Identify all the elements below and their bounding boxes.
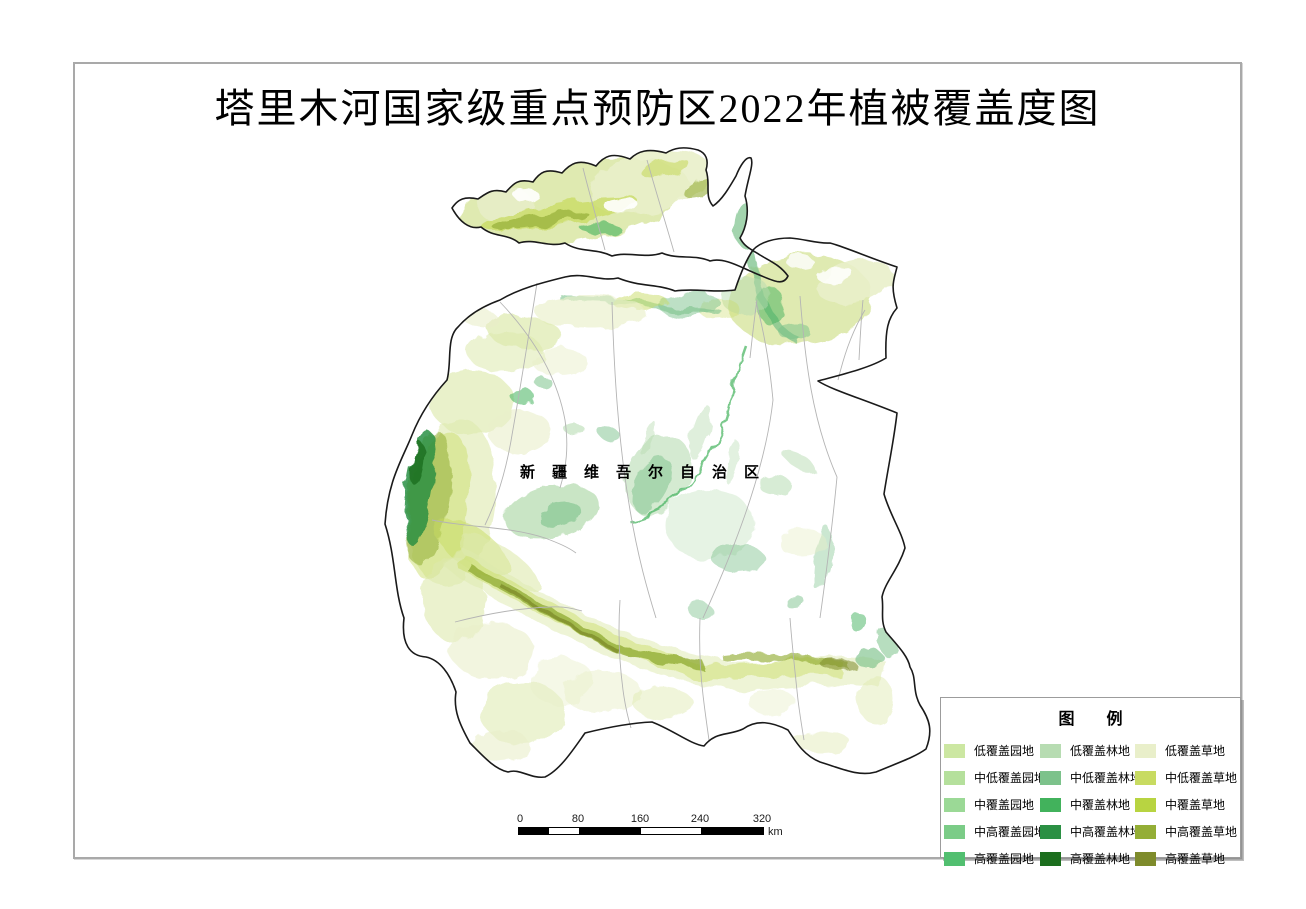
legend-swatch bbox=[944, 824, 965, 839]
legend-swatch bbox=[1040, 743, 1061, 758]
legend-swatch bbox=[1135, 824, 1156, 839]
legend-label: 高覆盖草地 bbox=[1165, 852, 1226, 866]
scale-tick: 80 bbox=[571, 813, 585, 825]
legend-label: 低覆盖园地 bbox=[974, 744, 1035, 758]
legend-label: 低覆盖林地 bbox=[1070, 744, 1131, 758]
legend-grid: 低覆盖园地 中低覆盖园地 中覆盖园地 中高覆盖园地 高覆盖园地 低覆盖林地 bbox=[944, 737, 1240, 872]
scale-tick: 160 bbox=[630, 813, 650, 825]
scale-segment bbox=[641, 828, 701, 834]
legend-label: 中覆盖园地 bbox=[974, 798, 1035, 812]
scale-bar: 0 80 160 240 320 km bbox=[516, 813, 788, 843]
scale-unit: km bbox=[768, 826, 783, 838]
legend-item: 低覆盖林地 bbox=[1040, 737, 1135, 764]
scale-segment bbox=[579, 828, 641, 834]
scale-segment bbox=[519, 828, 549, 834]
legend-label: 低覆盖草地 bbox=[1165, 744, 1226, 758]
legend-swatch bbox=[944, 743, 965, 758]
legend-label: 中低覆盖园地 bbox=[974, 771, 1047, 785]
legend-label: 中高覆盖草地 bbox=[1165, 825, 1238, 839]
county-boundaries bbox=[431, 159, 866, 741]
legend-item: 中覆盖林地 bbox=[1040, 791, 1135, 818]
legend-item: 中高覆盖园地 bbox=[944, 818, 1046, 845]
legend-item: 高覆盖草地 bbox=[1135, 845, 1239, 872]
legend-item: 低覆盖园地 bbox=[944, 737, 1040, 764]
legend-swatch bbox=[1040, 824, 1061, 839]
region-label: 新疆维吾尔自治区 bbox=[520, 463, 776, 481]
legend-item: 中低覆盖草地 bbox=[1135, 764, 1239, 791]
legend-item: 中低覆盖林地 bbox=[1040, 764, 1142, 791]
legend-item: 高覆盖园地 bbox=[944, 845, 1040, 872]
scale-tick: 240 bbox=[690, 813, 710, 825]
vegetation-layer-main bbox=[403, 239, 898, 762]
legend-label: 中高覆盖园地 bbox=[974, 825, 1047, 839]
legend-label: 中覆盖草地 bbox=[1165, 798, 1226, 812]
legend-swatch bbox=[1135, 743, 1156, 758]
legend-box: 图 例 低覆盖园地 中低覆盖园地 中覆盖园地 中高覆盖园地 高覆盖园地 bbox=[940, 697, 1241, 866]
legend-label: 中高覆盖林地 bbox=[1070, 825, 1143, 839]
legend-label: 中低覆盖草地 bbox=[1165, 771, 1238, 785]
legend-item: 中高覆盖林地 bbox=[1040, 818, 1142, 845]
scale-segment bbox=[701, 828, 763, 834]
legend-label: 高覆盖园地 bbox=[974, 852, 1035, 866]
legend-title: 图 例 bbox=[1058, 711, 1137, 728]
legend-label: 中覆盖林地 bbox=[1070, 798, 1131, 812]
scale-tick: 320 bbox=[752, 813, 772, 825]
legend-label: 高覆盖林地 bbox=[1070, 852, 1131, 866]
legend-item: 中低覆盖园地 bbox=[944, 764, 1046, 791]
map-title: 塔里木河国家级重点预防区2022年植被覆盖度图 bbox=[214, 86, 1101, 131]
legend-swatch bbox=[944, 770, 965, 785]
legend-swatch bbox=[944, 797, 965, 812]
legend-item: 高覆盖林地 bbox=[1040, 845, 1135, 872]
legend-item: 低覆盖草地 bbox=[1135, 737, 1239, 764]
legend-swatch bbox=[1040, 797, 1061, 812]
legend-item: 中覆盖园地 bbox=[944, 791, 1040, 818]
scale-segment bbox=[549, 828, 579, 834]
legend-item: 中高覆盖草地 bbox=[1135, 818, 1239, 845]
legend-swatch bbox=[1135, 797, 1156, 812]
legend-swatch bbox=[1040, 851, 1061, 866]
scale-tick: 0 bbox=[516, 813, 524, 825]
legend-swatch bbox=[1135, 770, 1156, 785]
legend-label: 中低覆盖林地 bbox=[1070, 771, 1143, 785]
legend-swatch bbox=[944, 851, 965, 866]
scale-bar-segments bbox=[518, 827, 764, 835]
legend-swatch bbox=[1040, 770, 1061, 785]
legend-swatch bbox=[1135, 851, 1156, 866]
legend-item: 中覆盖草地 bbox=[1135, 791, 1239, 818]
